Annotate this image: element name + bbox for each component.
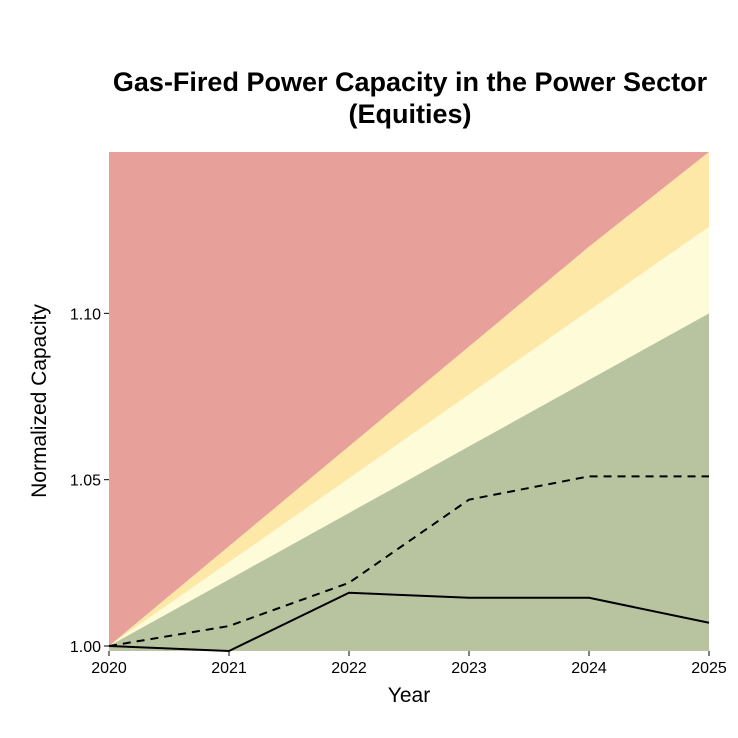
band-2	[109, 226, 709, 647]
series-line-dashed	[108, 475, 709, 647]
series-line-solid	[108, 591, 710, 653]
x-tick-label: 2024	[571, 660, 607, 677]
band-layer	[109, 152, 709, 651]
line-layer	[108, 475, 710, 653]
y-tick-label: 1.00	[70, 639, 101, 656]
x-tick-label: 2022	[331, 660, 367, 677]
y-tick-label: 1.10	[70, 306, 101, 323]
band-3	[109, 313, 709, 651]
chart-title-line-1: Gas-Fired Power Capacity in the Power Se…	[112, 67, 708, 97]
y-axis-ticks: 1.00 1.05 1.10	[70, 306, 109, 656]
x-axis-label: Year	[388, 684, 430, 707]
x-tick-label: 2020	[91, 660, 127, 677]
chart-title-line-2: (Equities)	[348, 99, 472, 129]
chart-title: Gas-Fired Power Capacity in the Power Se…	[60, 66, 738, 130]
band-0	[109, 152, 709, 647]
y-axis-label: Normalized Capacity	[28, 304, 51, 498]
x-axis-ticks: 2020 2021 2022 2023 2024 2025	[91, 651, 727, 677]
x-tick-label: 2025	[691, 660, 727, 677]
y-tick-label: 1.05	[70, 473, 101, 490]
band-1	[109, 152, 709, 647]
x-tick-label: 2021	[211, 660, 247, 677]
x-tick-label: 2023	[451, 660, 487, 677]
